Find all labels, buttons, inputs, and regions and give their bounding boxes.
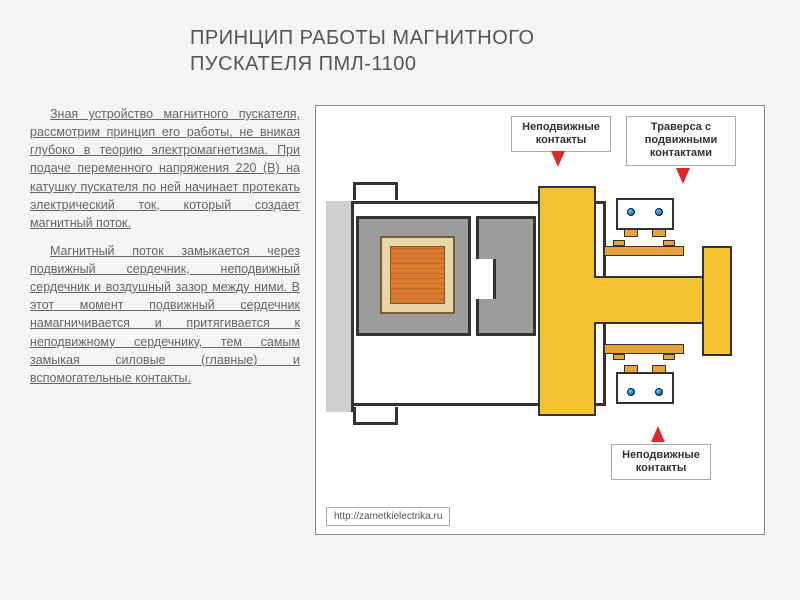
traverse-arm xyxy=(594,276,704,324)
arrow-icon xyxy=(551,151,565,167)
fixed-contact-top xyxy=(616,198,674,230)
callout-traverse: Траверса с подвижными контактами xyxy=(626,116,736,166)
coil xyxy=(380,236,455,314)
bolt-icon xyxy=(627,388,635,396)
coil-winding xyxy=(390,246,445,304)
contact-tip xyxy=(663,240,675,246)
bolt-icon xyxy=(655,208,663,216)
contact-tip xyxy=(663,354,675,360)
diagram-container: Неподвижные контакты Траверса с подвижны… xyxy=(315,105,765,535)
housing-step xyxy=(353,407,398,425)
callout-fixed-contacts-bottom: Неподвижные контакты xyxy=(611,444,711,480)
description-column: Зная устройство магнитного пускателя, ра… xyxy=(30,105,300,535)
housing-step xyxy=(353,182,398,200)
moving-contact-top xyxy=(604,246,684,256)
page-title: ПРИНЦИП РАБОТЫ МАГНИТНОГО ПУСКАТЕЛЯ ПМЛ-… xyxy=(190,25,620,77)
contact-pad xyxy=(652,365,666,373)
contact-tip xyxy=(613,354,625,360)
paragraph-2: Магнитный поток замыкается через подвижн… xyxy=(30,242,300,387)
contact-tip xyxy=(613,240,625,246)
title-line-2: ПУСКАТЕЛЯ ПМЛ-1100 xyxy=(190,51,620,77)
traverse-vertical xyxy=(538,186,596,416)
moving-core xyxy=(476,216,536,336)
fixed-contact-bottom xyxy=(616,372,674,404)
callout-fixed-contacts-top: Неподвижные контакты xyxy=(511,116,611,152)
title-line-1: ПРИНЦИП РАБОТЫ МАГНИТНОГО xyxy=(190,25,620,51)
content-row: Зная устройство магнитного пускателя, ра… xyxy=(30,105,765,535)
bolt-icon xyxy=(627,208,635,216)
moving-contact-bottom xyxy=(604,344,684,354)
paragraph-1: Зная устройство магнитного пускателя, ра… xyxy=(30,105,300,232)
contact-pad xyxy=(624,229,638,237)
source-url: http://zametkielectrika.ru xyxy=(326,507,450,526)
core-notch xyxy=(476,259,496,299)
contact-pad xyxy=(652,229,666,237)
contact-pad xyxy=(624,365,638,373)
traverse-head xyxy=(702,246,732,356)
bolt-icon xyxy=(655,388,663,396)
schematic xyxy=(326,176,746,436)
